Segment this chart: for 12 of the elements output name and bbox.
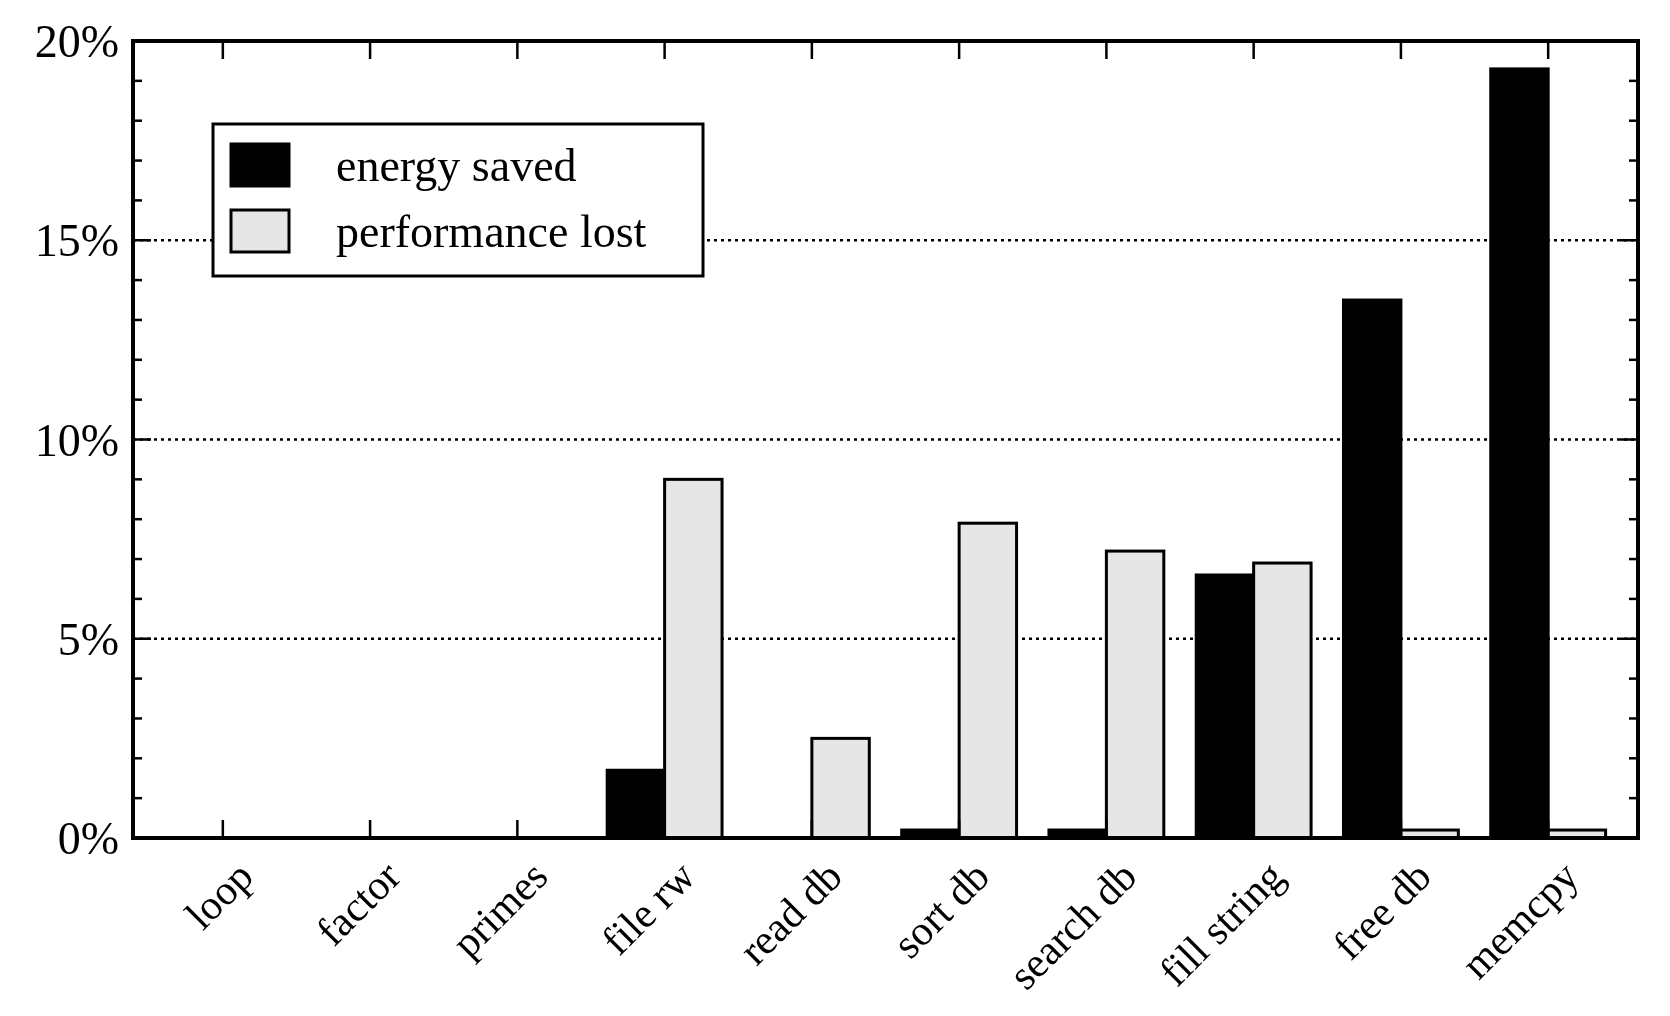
x-tick-label: sort db bbox=[884, 852, 999, 967]
x-tick-label: read db bbox=[730, 852, 852, 974]
y-tick-label: 20% bbox=[34, 16, 119, 68]
x-tick-label: loop bbox=[176, 852, 262, 938]
y-tick-label: 15% bbox=[34, 215, 119, 267]
x-tick-label: free db bbox=[1324, 852, 1441, 969]
y-tick-label: 10% bbox=[34, 414, 119, 466]
y-tick-label: 0% bbox=[57, 813, 119, 865]
legend-label: energy saved bbox=[336, 140, 577, 192]
x-tick-label: file rw bbox=[592, 852, 705, 964]
y-tick-label: 5% bbox=[57, 613, 119, 665]
legend-label: performance lost bbox=[336, 206, 647, 258]
